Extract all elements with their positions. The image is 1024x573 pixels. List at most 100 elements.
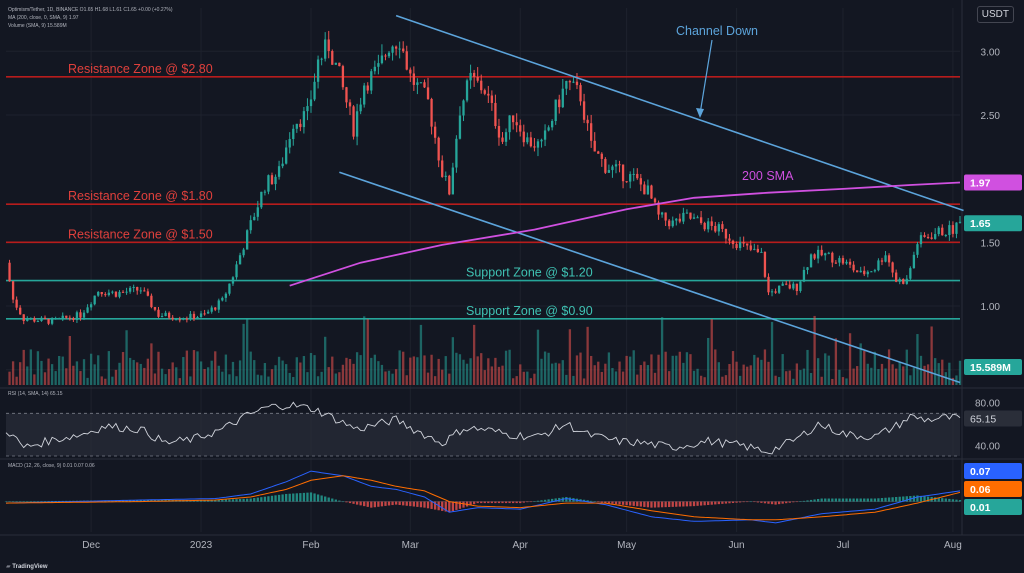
histogram-value-badge-bg: [964, 499, 1022, 515]
candle-body: [895, 272, 898, 282]
candle-body: [958, 221, 962, 223]
volume-bar: [930, 326, 933, 385]
volume-bar: [714, 349, 717, 385]
volume-bar: [302, 356, 306, 385]
candle-body: [902, 279, 905, 284]
volume-bar: [937, 363, 940, 385]
volume-bar: [196, 351, 199, 385]
macd-histogram-bar: [696, 501, 699, 506]
candle-body: [231, 277, 235, 284]
volume-bar: [8, 371, 11, 385]
macd-histogram-bar: [717, 501, 720, 505]
candle-body: [930, 237, 933, 239]
volume-bar: [848, 333, 852, 385]
candle-body: [568, 81, 572, 83]
volume-bar: [533, 373, 536, 385]
candle-body: [405, 51, 408, 70]
volume-bar: [235, 376, 238, 385]
macd-histogram-bar: [451, 501, 455, 512]
volume-bar: [128, 357, 132, 385]
volume-bar: [334, 373, 337, 385]
macd-histogram-bar: [887, 497, 891, 502]
tradingview-logo-icon: ▰: [6, 564, 13, 570]
volume-bar: [150, 343, 153, 385]
candle-body: [324, 39, 327, 59]
candle-body: [948, 225, 951, 236]
volume-bar: [639, 365, 642, 385]
macd-histogram-bar: [824, 498, 827, 502]
channel-lower-line: [339, 171, 961, 384]
candle-body: [898, 279, 901, 282]
volume-bar: [423, 355, 426, 385]
macd-histogram-bar: [214, 500, 217, 502]
macd-histogram-bar: [480, 501, 483, 504]
volume-bar: [263, 363, 267, 385]
volume-bar: [710, 319, 713, 385]
macd-histogram-bar: [848, 498, 852, 502]
volume-bar: [465, 363, 469, 385]
candle-body: [309, 99, 313, 107]
candle-body: [316, 59, 320, 82]
candle-body: [40, 317, 43, 322]
volume-bar: [536, 329, 540, 385]
candle-body: [79, 312, 82, 318]
volume-bar: [472, 324, 476, 385]
volume-bar: [497, 366, 501, 385]
volume-bar: [114, 369, 118, 385]
candle-body: [118, 291, 121, 297]
macd-histogram-bar: [795, 501, 799, 503]
currency-button[interactable]: USDT: [976, 6, 1014, 23]
candle-body: [848, 261, 852, 265]
volume-bar: [912, 367, 916, 385]
candle-body: [483, 90, 486, 94]
candle-body: [412, 73, 415, 85]
volume-bar: [561, 360, 564, 385]
volume-bar: [11, 361, 15, 385]
macd-histogram-bar: [600, 501, 603, 503]
volume-bar: [799, 370, 802, 385]
macd-histogram-bar: [813, 499, 816, 502]
annotation-labels: Resistance Zone @ $2.80 Resistance Zone @…: [68, 24, 1022, 515]
macd-histogram-bar: [217, 499, 220, 502]
volume-bar: [61, 356, 64, 385]
macd-histogram-bar: [834, 498, 838, 502]
candle-body: [157, 309, 160, 317]
macd-histogram-bar: [387, 501, 391, 506]
macd-histogram-bar: [671, 501, 674, 507]
volume-bar: [79, 371, 82, 385]
macd-histogram-bar: [788, 501, 791, 503]
macd-histogram-bar: [746, 501, 749, 503]
volume-bar: [785, 371, 788, 385]
candle-body: [511, 115, 515, 123]
candle-body: [89, 304, 93, 308]
volume-bar: [816, 358, 820, 385]
volume-bar: [242, 323, 245, 385]
volume-bar: [15, 376, 18, 385]
candle-body: [664, 212, 667, 221]
candle-body: [8, 262, 11, 282]
macd-histogram-bar: [685, 501, 689, 507]
macd-histogram-bar: [735, 501, 738, 503]
macd-histogram-bar: [292, 493, 295, 502]
candle-body: [465, 80, 469, 101]
candle-body: [519, 125, 522, 132]
macd-histogram-bar: [646, 501, 650, 508]
macd-histogram-bar: [554, 498, 557, 502]
candle-body: [185, 318, 189, 320]
volume-bar: [873, 351, 877, 385]
volume-bar: [341, 364, 345, 385]
macd-histogram-bar: [536, 500, 540, 502]
candle-body: [175, 319, 178, 321]
volume-bar: [692, 370, 696, 385]
candle-body: [54, 318, 57, 320]
volume-bar: [394, 369, 398, 385]
candle-body: [785, 283, 788, 285]
macd-histogram-bar: [402, 501, 405, 506]
macd-histogram-bar: [699, 501, 703, 506]
volume-bar: [586, 326, 589, 385]
candle-body: [671, 220, 674, 227]
candle-body: [944, 235, 947, 237]
candle-body: [699, 217, 703, 223]
macd-histogram-bar: [660, 501, 664, 508]
macd-histogram-bar: [838, 498, 841, 502]
